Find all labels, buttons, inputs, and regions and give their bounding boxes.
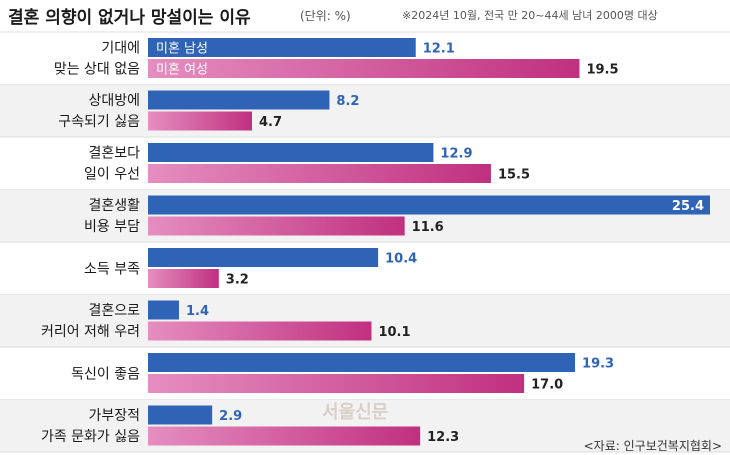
category-label: 가부장적 — [88, 408, 140, 424]
legend-male: 미혼 남성 — [156, 42, 208, 57]
value-label-female: 10.1 — [378, 325, 410, 340]
value-label-female: 15.5 — [498, 168, 530, 183]
value-label-female: 19.5 — [586, 63, 618, 78]
category-label: 결혼보다 — [88, 146, 140, 162]
category-label: 일이 우선 — [84, 167, 140, 183]
value-label-female: 17.0 — [531, 378, 563, 393]
category-label: 구속되기 싫음 — [58, 114, 140, 130]
category-label: 기대에 — [101, 41, 140, 57]
value-label-female: 4.7 — [259, 115, 282, 130]
bar-female — [148, 164, 491, 183]
value-label-male: 19.3 — [582, 357, 614, 372]
category-label: 독신이 좋음 — [71, 366, 140, 382]
bar-male — [148, 195, 710, 215]
bar-male — [148, 38, 416, 57]
row-band — [0, 84, 730, 137]
bar-male — [148, 353, 576, 372]
value-label-male: 2.9 — [219, 409, 242, 424]
bar-male — [148, 90, 330, 110]
bar-male — [148, 143, 434, 162]
bar-female — [148, 111, 252, 131]
value-label-male: 25.4 — [672, 199, 704, 214]
value-label-male: 10.4 — [385, 252, 417, 267]
value-label-male: 12.9 — [440, 147, 472, 162]
survey-note: ※2024년 10월, 전국 만 20~44세 남녀 2000명 대상 — [402, 9, 658, 22]
value-label-male: 1.4 — [186, 304, 209, 319]
bar-female — [148, 216, 405, 236]
bar-female — [148, 374, 525, 393]
bar-female — [148, 269, 219, 288]
legend-female: 미혼 여성 — [156, 63, 208, 78]
category-label: 커리어 저해 우려 — [41, 324, 140, 340]
value-label-male: 8.2 — [336, 94, 359, 109]
bar-female — [148, 59, 580, 78]
bar-female — [148, 426, 421, 446]
category-label: 가족 문화가 싫음 — [41, 429, 140, 445]
bar-female — [148, 321, 372, 341]
category-label: 맞는 상대 없음 — [54, 62, 140, 78]
value-label-female: 3.2 — [226, 273, 249, 288]
source-note: <자료: 인구보건복지협회> — [583, 439, 722, 453]
category-label: 소득 부족 — [84, 261, 140, 277]
chart-title: 결혼 의향이 없거나 망설이는 이유 — [8, 8, 251, 28]
bar-male — [148, 248, 379, 267]
value-label-female: 11.6 — [412, 220, 444, 235]
category-label: 상대방에 — [88, 93, 140, 109]
value-label-male: 12.1 — [423, 42, 455, 57]
category-label: 결혼생활 — [88, 198, 140, 214]
watermark: 서울신문 — [322, 402, 389, 423]
unit-label: (단위: %) — [300, 9, 351, 23]
value-label-female: 12.3 — [427, 430, 459, 445]
bar-male — [148, 405, 213, 425]
bar-male — [148, 300, 179, 320]
category-label: 결혼으로 — [88, 303, 140, 319]
category-label: 비용 부담 — [84, 219, 140, 235]
